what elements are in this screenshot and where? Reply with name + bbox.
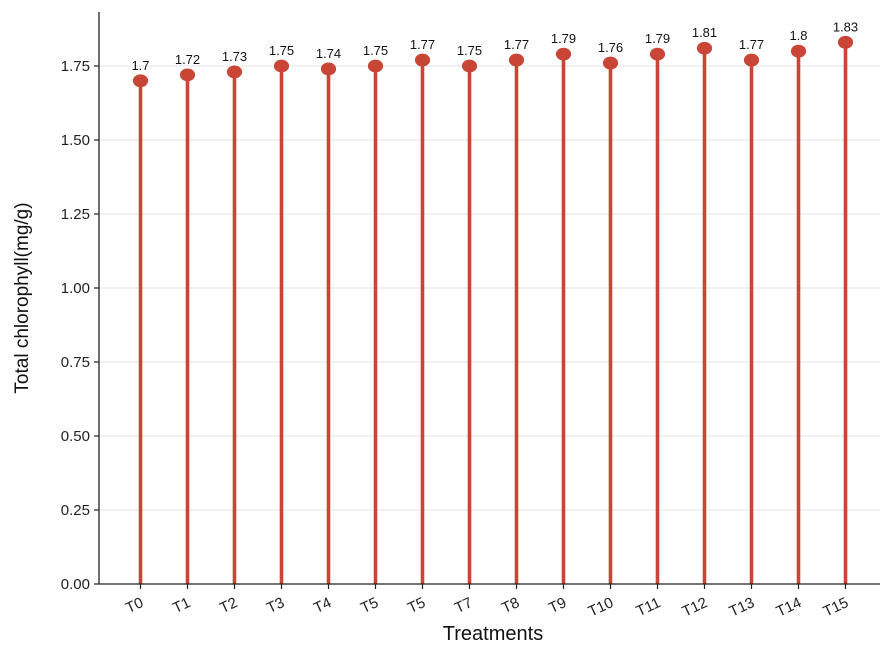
data-label: 1.77 (410, 37, 435, 52)
lollipop-dot (273, 59, 290, 73)
data-label: 1.73 (222, 49, 247, 64)
lollipop-dot (179, 68, 196, 82)
lollipop-dot (367, 59, 384, 73)
x-tick-label: T8 (499, 594, 522, 617)
data-label: 1.79 (551, 31, 576, 46)
x-tick-label: T5 (358, 594, 381, 617)
x-tick-label: T12 (680, 594, 711, 620)
x-tick-label: T4 (311, 594, 334, 617)
x-tick-label: T9 (546, 594, 569, 617)
lollipop-dot (790, 44, 807, 58)
data-label: 1.72 (175, 52, 200, 67)
data-label: 1.75 (269, 43, 294, 58)
x-tick-label: T14 (774, 594, 805, 620)
x-tick-label: T10 (586, 594, 617, 620)
data-label: 1.8 (789, 28, 807, 43)
y-tick-label: 1.25 (61, 206, 90, 223)
data-label: 1.77 (504, 37, 529, 52)
y-tick-label: 0.00 (61, 576, 90, 593)
lollipop-dot (320, 62, 337, 76)
y-axis-title: Total chlorophyll(mg/g) (12, 202, 33, 393)
data-label: 1.74 (316, 46, 341, 61)
data-label: 1.83 (833, 19, 858, 34)
x-axis-title: Treatments (443, 623, 543, 645)
lollipop-dot (414, 53, 431, 67)
x-tick-label: T3 (264, 594, 287, 617)
y-tick-label: 0.50 (61, 428, 90, 445)
y-tick-label: 1.00 (61, 280, 90, 297)
lollipop-dots (132, 35, 854, 88)
y-tick-label: 0.25 (61, 502, 90, 519)
data-label: 1.77 (739, 37, 764, 52)
y-axis-ticks: 0.00 0.25 0.50 0.75 1.00 1.25 1.50 1.75 (61, 58, 99, 593)
lollipop-dot (132, 74, 149, 88)
data-labels: 1.7 1.72 1.73 1.75 1.74 1.75 1.77 1.75 1.77 1.79 1… (131, 19, 858, 72)
lollipop-dot (696, 41, 713, 55)
x-axis-ticks: T0 T1 T2 T3 T4 T5 T5 T7 T8 T9 T10 T11 T12 T13 T14 T15 (123, 584, 851, 621)
lollipop-dot (602, 56, 619, 70)
y-tick-label: 1.50 (61, 132, 90, 149)
x-tick-label: T5 (405, 594, 428, 617)
y-tick-label: 1.75 (61, 58, 90, 75)
grid-lines (99, 65, 880, 511)
x-tick-label: T7 (452, 594, 475, 617)
lollipop-dot (508, 53, 525, 67)
x-tick-label: T2 (217, 594, 240, 617)
data-label: 1.76 (598, 40, 623, 55)
x-tick-label: T11 (634, 594, 664, 620)
y-tick-label: 0.75 (61, 354, 90, 371)
lollipop-dot (555, 47, 572, 61)
x-tick-label: T15 (821, 594, 852, 620)
lollipop-dot (226, 65, 243, 79)
data-label: 1.75 (457, 43, 482, 58)
data-label: 1.81 (692, 25, 717, 40)
data-label: 1.79 (645, 31, 670, 46)
x-tick-label: T1 (170, 594, 193, 617)
data-label: 1.7 (131, 58, 149, 73)
data-label: 1.75 (363, 43, 388, 58)
lollipop-dot (461, 59, 478, 73)
x-tick-label: T13 (727, 594, 758, 620)
x-tick-label: T0 (123, 594, 146, 617)
lollipop-dot (837, 35, 854, 49)
lollipop-dot (743, 53, 760, 67)
lollipop-sticks (138, 42, 848, 584)
lollipop-dot (649, 47, 666, 61)
